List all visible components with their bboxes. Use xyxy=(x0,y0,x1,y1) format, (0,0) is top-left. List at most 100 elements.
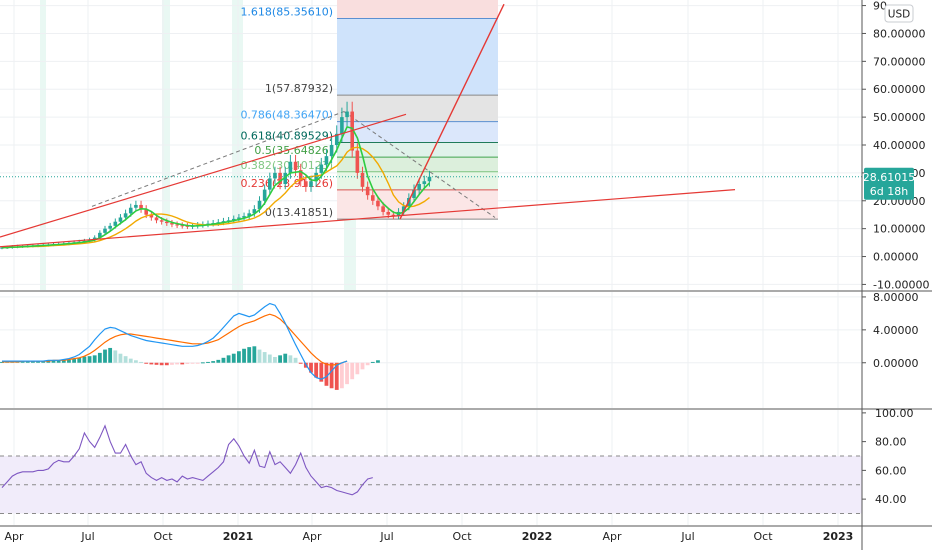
macd-histogram-bar-21 xyxy=(108,347,113,363)
candle-body-45 xyxy=(231,218,236,221)
rsi-axis-label-0: 100.00 xyxy=(875,407,914,420)
macd-histogram-bar-46 xyxy=(237,351,241,363)
candle-body-33 xyxy=(170,223,174,225)
candle-body-65 xyxy=(334,133,339,145)
macd-histogram-bar-67 xyxy=(345,362,349,385)
macd-histogram-bar-66 xyxy=(340,362,344,389)
rsi-line xyxy=(1,424,373,496)
candle-body-36 xyxy=(185,225,190,227)
candle-body-43 xyxy=(221,221,226,223)
candle-body-48 xyxy=(247,213,251,217)
rsi-axis-label-3: 40.00 xyxy=(875,493,907,506)
candle-body-28 xyxy=(144,209,148,215)
last-price-value: 28.61015 xyxy=(863,171,916,184)
price-axis-label-5: 40.00000 xyxy=(873,139,926,152)
time-axis-label-8: Apr xyxy=(602,530,622,543)
candle-body-72 xyxy=(371,195,375,201)
macd-histogram-bar-11 xyxy=(56,360,61,363)
macd-axis-label-1: 4.00000 xyxy=(873,324,919,337)
projection-dashed-down xyxy=(343,111,496,218)
candle-body-35 xyxy=(180,225,185,227)
macd-histogram-bar-8 xyxy=(41,360,46,363)
candle-body-70 xyxy=(360,172,365,187)
macd-histogram-bar-31 xyxy=(159,362,164,366)
candle-body-50 xyxy=(257,200,262,210)
macd-histogram-bar-43 xyxy=(221,357,226,363)
candle-body-22 xyxy=(113,221,118,226)
candle-body-54 xyxy=(278,172,282,185)
macd-histogram-bar-14 xyxy=(72,359,76,363)
fib-zone-0 xyxy=(337,18,498,96)
macd-histogram-bar-36 xyxy=(185,362,190,364)
candle-body-53 xyxy=(273,172,277,179)
macd-histogram-bar-40 xyxy=(206,361,210,363)
candle-body-63 xyxy=(324,156,329,165)
currency-label: USD xyxy=(888,9,910,21)
macd-histogram-bar-47 xyxy=(242,348,246,363)
price-axis-label-2: 70.00000 xyxy=(873,55,926,68)
time-axis-label-9: Jul xyxy=(680,530,694,543)
macd-histogram-bar-63 xyxy=(324,362,329,386)
macd-histogram-bar-28 xyxy=(144,362,149,364)
rsi-band xyxy=(0,456,862,514)
candle-body-78 xyxy=(401,206,406,212)
time-axis-label-5: Jul xyxy=(379,530,393,543)
candle-body-47 xyxy=(242,216,246,218)
fib-label-3: 0.618(40.89529) xyxy=(240,130,333,143)
candle-body-46 xyxy=(237,217,241,219)
candle-body-32 xyxy=(165,221,169,224)
candle-body-74 xyxy=(381,206,385,212)
macd-histogram-bar-38 xyxy=(195,362,200,364)
time-axis-label-4: Apr xyxy=(302,530,322,543)
candle-body-20 xyxy=(103,228,107,233)
candle-body-23 xyxy=(118,217,123,222)
macd-line xyxy=(2,302,348,380)
macd-histogram-bar-72 xyxy=(370,361,375,363)
fib-zone-top xyxy=(337,0,498,19)
price-axis-label-4: 50.00000 xyxy=(873,111,926,124)
macd-histogram-bar-12 xyxy=(61,360,66,363)
currency-selector[interactable]: USD xyxy=(884,4,914,23)
macd-histogram-bar-49 xyxy=(252,346,257,363)
candle-body-62 xyxy=(319,164,324,173)
time-axis-label-3: 2021 xyxy=(223,530,254,543)
macd-histogram-bar-55 xyxy=(283,353,288,363)
ma-fast-line xyxy=(1,125,431,249)
candle-body-24 xyxy=(123,213,128,218)
macd-histogram-bar-23 xyxy=(118,353,123,363)
candle-body-56 xyxy=(288,161,293,173)
macd-histogram-bar-7 xyxy=(36,361,40,363)
time-axis-label-7: 2022 xyxy=(522,530,553,543)
macd-histogram-bar-54 xyxy=(278,355,282,363)
macd-histogram-bar-62 xyxy=(319,362,324,382)
macd-histogram-bar-65 xyxy=(334,362,339,390)
candle-body-82 xyxy=(422,181,427,185)
candle-body-55 xyxy=(283,172,288,185)
macd-histogram-bar-60 xyxy=(309,362,313,373)
price-axis-label-9: 0.00000 xyxy=(873,251,919,264)
candle-body-18 xyxy=(92,237,97,240)
candle-body-71 xyxy=(365,186,370,196)
macd-histogram-bar-29 xyxy=(149,362,154,365)
macd-histogram-bar-48 xyxy=(247,347,252,363)
candle-body-73 xyxy=(376,200,380,207)
time-axis-label-11: 2023 xyxy=(823,530,854,543)
macd-histogram-bar-18 xyxy=(92,355,97,363)
candle-body-21 xyxy=(108,225,112,229)
price-axis-label-10: -10.00000 xyxy=(873,278,929,291)
fib-label-5: 0.382(30.40123) xyxy=(240,159,333,172)
macd-histogram-bar-52 xyxy=(267,354,272,363)
fib-label-7: 0(13.41851) xyxy=(265,206,333,219)
trendline-breakout xyxy=(399,3,505,220)
macd-histogram-bar-13 xyxy=(67,359,71,363)
candle-body-26 xyxy=(134,204,138,208)
fib-label-1: 1(57.87932) xyxy=(265,82,333,95)
candle-body-51 xyxy=(262,189,267,201)
candle-body-19 xyxy=(98,232,102,238)
macd-histogram-bar-37 xyxy=(190,362,195,364)
fib-zone-2 xyxy=(337,121,498,143)
time-axis-label-2: Oct xyxy=(153,530,173,543)
